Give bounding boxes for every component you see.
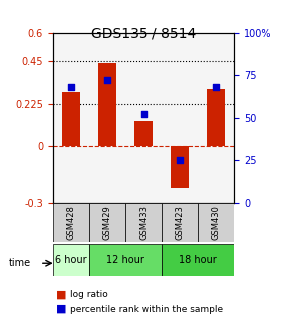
FancyBboxPatch shape [89,244,162,276]
Text: 18 hour: 18 hour [179,255,217,265]
Text: 6 hour: 6 hour [55,255,87,265]
Bar [171,146,189,188]
Point [69,84,73,90]
FancyBboxPatch shape [89,203,125,242]
Bar [207,89,225,146]
FancyBboxPatch shape [53,244,89,276]
Bar [134,122,153,146]
Point [105,78,110,83]
Text: GDS135 / 8514: GDS135 / 8514 [91,26,196,40]
Text: ■: ■ [56,304,66,314]
Bar [62,92,80,146]
Bar [98,63,116,146]
FancyBboxPatch shape [162,244,234,276]
Text: log ratio: log ratio [70,290,108,299]
Point [178,158,182,163]
FancyBboxPatch shape [198,203,234,242]
Point [214,84,219,90]
Text: percentile rank within the sample: percentile rank within the sample [70,304,224,314]
FancyBboxPatch shape [53,203,89,242]
Text: GSM428: GSM428 [67,205,75,240]
Text: GSM423: GSM423 [176,205,184,240]
Text: GSM430: GSM430 [212,205,221,240]
Text: 12 hour: 12 hour [106,255,144,265]
Point [141,112,146,117]
Text: GSM433: GSM433 [139,205,148,240]
FancyBboxPatch shape [125,203,162,242]
Text: time: time [9,258,31,268]
Text: ■: ■ [56,289,66,299]
FancyBboxPatch shape [162,203,198,242]
Text: GSM429: GSM429 [103,205,112,240]
